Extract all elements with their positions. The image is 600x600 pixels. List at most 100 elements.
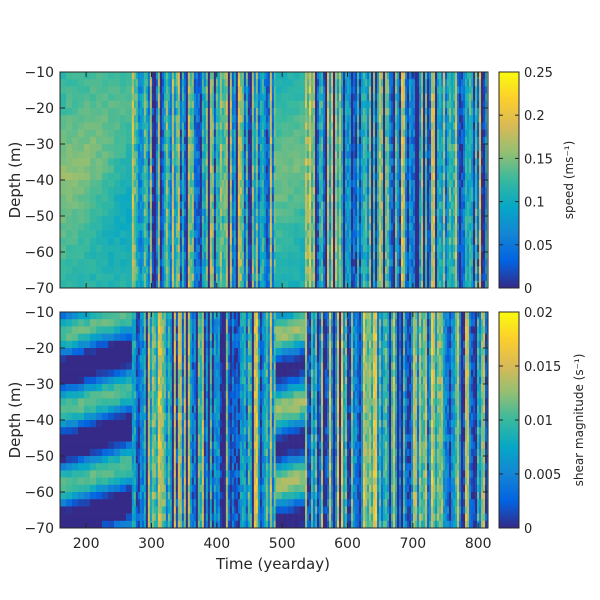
heatmap-cell: [209, 115, 213, 123]
heatmap-cell: [191, 136, 195, 145]
heatmap-cell: [455, 266, 458, 274]
heatmap-cell: [459, 144, 462, 152]
heatmap-cell: [185, 230, 189, 238]
heatmap-cell: [66, 180, 73, 188]
heatmap-cell: [239, 108, 243, 116]
heatmap-cell: [353, 144, 356, 152]
heatmap-cell: [151, 252, 155, 260]
heatmap-cell: [217, 194, 221, 202]
heatmap-cell: [353, 237, 356, 246]
heatmap-cell: [219, 244, 223, 253]
heatmap-cell: [405, 72, 408, 80]
heatmap-cell: [247, 93, 251, 102]
heatmap-cell: [255, 230, 259, 238]
heatmap-cell: [457, 100, 460, 109]
heatmap-cell: [263, 216, 267, 224]
heatmap-cell: [135, 144, 139, 152]
heatmap-cell: [157, 93, 161, 102]
heatmap-cell: [337, 72, 340, 80]
heatmap-cell: [263, 230, 267, 238]
heatmap-cell: [335, 266, 338, 274]
heatmap-cell: [243, 144, 247, 152]
heatmap-cell: [257, 194, 261, 202]
heatmap-cell: [96, 86, 103, 94]
heatmap-cell: [185, 172, 189, 181]
heatmap-cell: [411, 252, 414, 260]
heatmap-cell: [60, 100, 67, 109]
heatmap-cell: [281, 280, 288, 289]
heatmap-cell: [453, 72, 456, 80]
heatmap-cell: [207, 122, 211, 130]
heatmap-cell: [120, 165, 127, 174]
heatmap-cell: [229, 237, 233, 246]
heatmap-cell: [139, 115, 143, 123]
heatmap-cell: [363, 129, 366, 138]
heatmap-cell: [293, 266, 300, 274]
heatmap-cell: [84, 266, 91, 274]
heatmap-cell: [205, 93, 209, 102]
heatmap-cell: [407, 158, 410, 166]
heatmap-cell: [255, 216, 259, 224]
heatmap-cell: [323, 266, 326, 274]
heatmap-cell: [421, 165, 424, 174]
heatmap-cell: [417, 201, 420, 210]
heatmap-cell: [389, 244, 392, 253]
heatmap-cell: [163, 158, 167, 166]
heatmap-cell: [311, 273, 314, 282]
heatmap-cell: [425, 266, 428, 274]
heatmap-cell: [131, 252, 135, 260]
heatmap-cell: [447, 266, 450, 274]
heatmap-cell: [427, 86, 430, 94]
heatmap-cell: [435, 180, 438, 188]
heatmap-cell: [114, 280, 121, 289]
heatmap-cell: [259, 280, 263, 289]
heatmap-cell: [371, 194, 374, 202]
heatmap-cell: [183, 129, 187, 138]
heatmap-cell: [267, 165, 271, 174]
heatmap-cell: [191, 93, 195, 102]
heatmap-cell: [413, 93, 416, 102]
heatmap-cell: [149, 172, 153, 181]
heatmap-cell: [143, 244, 147, 253]
heatmap-cell: [385, 273, 388, 282]
heatmap-cell: [425, 93, 428, 102]
heatmap-cell: [353, 115, 356, 123]
heatmap-cell: [447, 280, 450, 289]
heatmap-cell: [193, 93, 197, 102]
heatmap-cell: [183, 280, 187, 289]
heatmap-cell: [114, 129, 121, 138]
heatmap-cell: [219, 216, 223, 224]
heatmap-cell: [399, 86, 402, 94]
heatmap-cell: [449, 100, 452, 109]
heatmap-cell: [443, 187, 446, 195]
heatmap-cell: [247, 223, 251, 231]
heatmap-cell: [155, 165, 159, 174]
heatmap-cell: [331, 72, 334, 80]
heatmap-cell: [217, 122, 221, 130]
heatmap-cell: [273, 180, 276, 188]
heatmap-cell: [383, 79, 386, 87]
heatmap-cell: [143, 86, 147, 94]
heatmap-cell: [317, 187, 320, 195]
heatmap-cell: [455, 237, 458, 246]
heatmap-cell: [225, 86, 229, 94]
heatmap-cell: [447, 122, 450, 130]
heatmap-cell: [323, 136, 326, 145]
heatmap-cell: [207, 208, 211, 217]
heatmap-cell: [381, 273, 384, 282]
heatmap-cell: [309, 172, 312, 181]
heatmap-cell: [389, 280, 392, 289]
heatmap-cell: [163, 237, 167, 246]
heatmap-cell: [229, 100, 233, 109]
heatmap-cell: [171, 136, 175, 145]
heatmap-cell: [433, 237, 436, 246]
heatmap-cell: [199, 79, 203, 87]
heatmap-cell: [307, 223, 310, 231]
heatmap-cell: [335, 187, 338, 195]
heatmap-cell: [313, 187, 316, 195]
heatmap-cell: [247, 136, 251, 145]
heatmap-cell: [175, 216, 179, 224]
heatmap-cell: [120, 136, 127, 145]
heatmap-cell: [255, 208, 259, 217]
heatmap-cell: [371, 252, 374, 260]
